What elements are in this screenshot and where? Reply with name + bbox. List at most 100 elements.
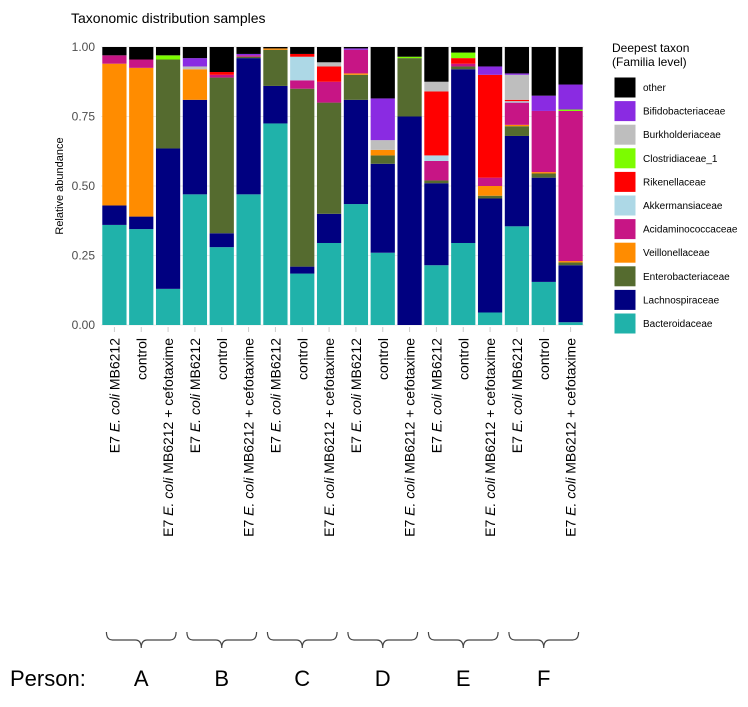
bar-segment-rikenellaceae — [316, 66, 342, 82]
bar-segment-other — [343, 47, 369, 49]
bar-segment-enterobacteriaceae — [290, 88, 315, 267]
legend-swatch — [613, 288, 637, 311]
bar-segment-enterobacteriaceae — [424, 180, 449, 184]
bar-segment-lachnospiraceae — [370, 163, 395, 253]
x-tick-label: control — [214, 338, 230, 380]
bar-segment-bacteroidaceae — [343, 204, 369, 325]
group-brace — [266, 631, 338, 649]
bar-segment-bifidobacteriaceae — [182, 58, 208, 67]
bar-segment-other — [370, 47, 395, 99]
bar-segment-bifidobacteriaceae — [558, 84, 583, 110]
y-tick-label: 0.25 — [72, 249, 96, 263]
bar-segment-enterobacteriaceae — [155, 59, 181, 149]
x-tick-label: control — [133, 338, 149, 380]
legend-swatch — [613, 218, 637, 241]
bar-segment-veillonellaceae — [129, 67, 154, 217]
bar-segment-other — [155, 47, 181, 56]
bar-segment-lachnospiraceae — [451, 69, 476, 243]
x-tick-label: control — [375, 338, 391, 380]
bar-segment-bifidobacteriaceae — [343, 48, 369, 50]
bar-segment-akkermansiaceae — [290, 56, 315, 81]
bar-segment-rikenellaceae — [477, 74, 503, 178]
group-brace — [186, 631, 258, 649]
bar-segment-other — [236, 47, 261, 54]
bar-segment-other — [290, 47, 315, 54]
legend-swatch — [613, 241, 637, 264]
bar-segment-bacteroidaceae — [263, 123, 288, 325]
legend-label: Acidaminococcaceae — [643, 225, 738, 236]
bar-segment-enterobacteriaceae — [477, 195, 503, 199]
person-group-label: B — [214, 666, 229, 691]
legend-label: other — [643, 83, 666, 94]
x-tick-label: E7 E. coli MB6212 + cefotaxime — [321, 338, 337, 537]
bar-segment-enterobacteriaceae — [370, 155, 395, 164]
legend-swatch — [613, 100, 637, 123]
person-group-label: C — [294, 666, 310, 691]
bar-segment-veillonellaceae — [343, 73, 369, 75]
bar-segment-bifidobacteriaceae — [236, 53, 261, 56]
legend-label: Akkermansiaceae — [643, 201, 723, 212]
bar-segment-bacteroidaceae — [504, 226, 530, 325]
bar-segment-rikenellaceae — [451, 58, 476, 64]
bar-segment-burkholderiaceae — [316, 62, 342, 67]
bar-segment-other — [102, 47, 127, 56]
bar-segment-rikenellaceae — [504, 99, 530, 102]
x-tick-label: E7 E. coli MB6212 — [348, 338, 364, 453]
x-tick-label: E7 E. coli MB6212 + cefotaxime — [482, 338, 498, 537]
bar-segment-acidaminococcaceae — [236, 55, 261, 57]
x-tick-label: E7 E. coli MB6212 — [187, 338, 203, 453]
bar-segment-rikenellaceae — [424, 91, 449, 156]
bar-segment-enterobacteriaceae — [504, 126, 530, 136]
bar-segment-other — [397, 47, 422, 57]
bar-segment-lachnospiraceae — [263, 85, 288, 124]
bar-segment-lachnospiraceae — [397, 116, 422, 325]
bar-segment-veillonellaceae — [370, 149, 395, 156]
legend-label: Rikenellaceae — [643, 177, 706, 188]
bar-segment-lachnospiraceae — [558, 265, 583, 323]
bar-segment-enterobacteriaceae — [209, 77, 234, 234]
bar-segment-bacteroidaceae — [182, 194, 208, 325]
bar-segment-bacteroidaceae — [316, 242, 342, 325]
bar-segment-acidaminococcaceae — [290, 80, 315, 89]
bar-segment-lachnospiraceae — [209, 233, 234, 248]
bar-segment-acidaminococcaceae — [102, 55, 127, 64]
legend-swatch — [613, 312, 637, 335]
bar-segment-other — [504, 47, 530, 74]
x-tick-label: E7 E. coli MB6212 — [428, 338, 444, 453]
bar-segment-lachnospiraceae — [424, 183, 449, 266]
bar-segment-clostridiaceae-1 — [155, 55, 181, 60]
person-group-label: D — [375, 666, 391, 691]
person-group-label: E — [456, 666, 471, 691]
bar-segment-bacteroidaceae — [236, 194, 261, 325]
bar-segment-other — [477, 47, 503, 67]
bar-segment-other — [316, 47, 342, 63]
y-tick-label: 0.00 — [72, 318, 96, 332]
bar-segment-veillonellaceae — [182, 69, 208, 100]
bar-segment-lachnospiraceae — [343, 99, 369, 205]
bar-segment-burkholderiaceae — [424, 81, 449, 92]
bar-segment-bifidobacteriaceae — [477, 66, 503, 75]
bar-segment-bacteroidaceae — [155, 288, 181, 325]
bar-segment-lachnospiraceae — [316, 213, 342, 243]
bar-segment-bifidobacteriaceae — [370, 98, 395, 141]
bar-segment-bacteroidaceae — [477, 312, 503, 325]
legend-label: Burkholderiaceae — [643, 130, 721, 141]
bar-segment-bifidobacteriaceae — [531, 95, 556, 111]
bar-segment-clostridiaceae-1 — [558, 109, 583, 111]
bar-segment-bacteroidaceae — [102, 224, 127, 325]
legend-label: Lachnospiraceae — [643, 295, 720, 306]
bar-segment-veillonellaceae — [504, 124, 530, 127]
bar-segment-other — [263, 47, 288, 49]
bar-segment-rikenellaceae — [209, 72, 234, 75]
legend-label: Bifidobacteriaceae — [643, 107, 726, 118]
bar-segment-clostridiaceae-1 — [451, 52, 476, 59]
bar-segment-other — [424, 47, 449, 82]
y-tick-label: 1.00 — [72, 40, 96, 54]
bar-segment-bacteroidaceae — [290, 273, 315, 325]
bar-segment-other — [558, 47, 583, 85]
bar-segment-enterobacteriaceae — [531, 173, 556, 178]
y-tick-label: 0.75 — [72, 110, 96, 124]
bar-segment-other — [531, 47, 556, 96]
bar-segment-lachnospiraceae — [504, 135, 530, 227]
